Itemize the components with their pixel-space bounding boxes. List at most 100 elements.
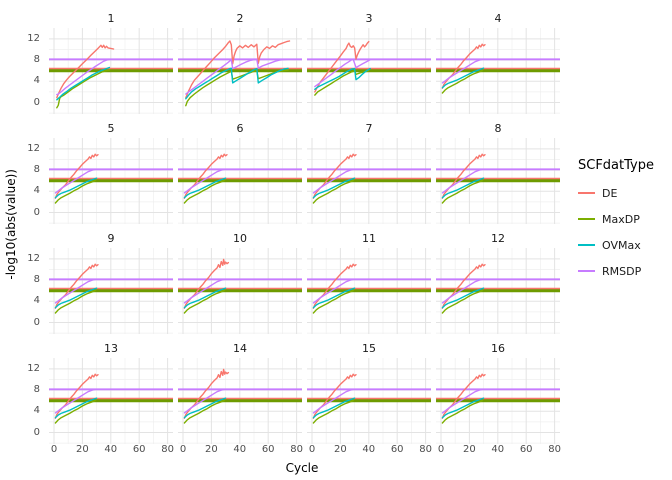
facet-cell bbox=[436, 138, 560, 224]
series-line-OVMax bbox=[312, 177, 356, 199]
x-tick-label: 80 bbox=[419, 444, 432, 455]
y-axis-ticks: 0 4 8 12 bbox=[20, 358, 44, 444]
series-line-MaxDP bbox=[312, 400, 354, 424]
series-line-RMSDP bbox=[183, 278, 225, 304]
series-line-OVMax bbox=[441, 287, 485, 309]
series-line-OVMax bbox=[185, 67, 289, 100]
spacer bbox=[20, 458, 44, 476]
facet-cell bbox=[178, 138, 302, 224]
x-axis-title: Cycle bbox=[285, 461, 319, 475]
y-axis-ticks: 0 4 8 12 bbox=[20, 248, 44, 334]
series-line-RMSDP bbox=[314, 58, 371, 88]
y-tick-label: 4 bbox=[33, 185, 40, 197]
y-tick-label: 0 bbox=[33, 316, 40, 328]
facet-title-2: 2 bbox=[236, 12, 244, 25]
facet-panel-row: 0 4 8 12 bbox=[20, 358, 560, 444]
series-line-RMSDP bbox=[183, 388, 225, 414]
facet-cell bbox=[307, 358, 431, 444]
legend-item-DE: DE bbox=[578, 185, 672, 202]
series-line-RMSDP bbox=[312, 278, 354, 304]
y-tick-label: 4 bbox=[33, 75, 40, 87]
x-tick-label: 0 bbox=[179, 444, 187, 455]
x-tick-label: 40 bbox=[233, 444, 247, 455]
x-tick-label: 0 bbox=[437, 444, 445, 455]
series-line-MaxDP bbox=[312, 180, 354, 204]
series-line-RMSDP bbox=[183, 168, 225, 194]
facet-panel-3 bbox=[307, 28, 431, 114]
series-line-RMSDP bbox=[54, 388, 96, 414]
series-line-OVMax bbox=[312, 287, 356, 309]
series-line-MaxDP bbox=[314, 70, 370, 96]
y-tick-label: 8 bbox=[33, 274, 40, 286]
series-line-MaxDP bbox=[54, 180, 96, 204]
legend-key-line-icon bbox=[578, 191, 595, 195]
y-tick-label: 4 bbox=[33, 405, 40, 417]
x-tick-label: 40 bbox=[104, 444, 118, 455]
y-tick-label: 0 bbox=[33, 206, 40, 218]
x-axis-ticks-row: 0 20 40 60 80 0 20 40 60 80 0 20 40 60 80 0 20 40 60 80 bbox=[20, 444, 561, 458]
spacer bbox=[20, 444, 44, 458]
y-tick-label: 12 bbox=[27, 252, 40, 264]
y-axis-title-container: -log10(abs(value)) bbox=[2, 4, 20, 478]
series-line-OVMax bbox=[183, 287, 227, 309]
y-axis-ticks: 0 4 8 12 bbox=[20, 138, 44, 224]
facet-title-16: 16 bbox=[491, 342, 505, 355]
facet-panel-6 bbox=[178, 138, 302, 224]
series-line-RMSDP bbox=[185, 58, 289, 95]
series-line-OVMax bbox=[54, 177, 98, 199]
series-line-OVMax bbox=[314, 67, 371, 90]
y-tick-label: 12 bbox=[27, 32, 40, 44]
series-line-OVMax bbox=[183, 397, 227, 419]
series-line-OVMax bbox=[441, 67, 485, 89]
facet-cell bbox=[49, 138, 173, 224]
facet-title-10: 10 bbox=[233, 232, 247, 245]
series-line-MaxDP bbox=[185, 69, 289, 107]
facet-cell bbox=[49, 358, 173, 444]
series-line-RMSDP bbox=[54, 168, 96, 194]
facet-title-7: 7 bbox=[365, 122, 373, 135]
facet-panel-row: 0 4 8 12 bbox=[20, 248, 560, 334]
facet-cell bbox=[307, 248, 431, 334]
facet-title-11: 11 bbox=[362, 232, 376, 245]
facet-title-8: 8 bbox=[494, 122, 502, 135]
series-line-MaxDP bbox=[56, 69, 111, 109]
series-line-OVMax bbox=[54, 287, 98, 309]
series-line-MaxDP bbox=[441, 290, 483, 314]
facet-panel-5 bbox=[49, 138, 173, 224]
legend-label: MaxDP bbox=[602, 212, 640, 226]
facet-title-13: 13 bbox=[104, 342, 118, 355]
legend-items: DE MaxDP OVMax RMSDP bbox=[578, 185, 672, 289]
series-line-MaxDP bbox=[54, 290, 96, 314]
x-tick-label: 60 bbox=[519, 444, 533, 455]
series-line-MaxDP bbox=[183, 180, 225, 204]
facet-title-row: 13 14 15 16 bbox=[20, 334, 560, 358]
facet-title-row: 1 2 3 4 bbox=[20, 4, 560, 28]
legend: SCFdatType DE MaxDP OVMax RMSDP bbox=[560, 4, 672, 478]
series-line-RMSDP bbox=[312, 168, 354, 194]
x-tick-label: 20 bbox=[463, 444, 476, 455]
facet-title-row: 9 10 11 12 bbox=[20, 224, 560, 248]
x-axis-title-row: Cycle bbox=[20, 458, 560, 476]
facet-panel-16 bbox=[436, 358, 560, 444]
series-line-RMSDP bbox=[441, 388, 483, 414]
facet-grid: 1 2 3 4 0 4 8 12 5 6 7 8 0 4 8 12 9 10 11 12 0 4 8 12 13 14 15 16 0 4… bbox=[20, 4, 561, 478]
y-tick-label: 8 bbox=[33, 54, 40, 66]
x-tick-label: 40 bbox=[491, 444, 505, 455]
facet-panel-15 bbox=[307, 358, 431, 444]
y-tick-label: 8 bbox=[33, 164, 40, 176]
legend-key-line-icon bbox=[578, 269, 595, 273]
facet-panel-14 bbox=[178, 358, 302, 444]
series-line-MaxDP bbox=[441, 70, 483, 94]
series-line-MaxDP bbox=[54, 400, 96, 424]
facet-cell bbox=[178, 28, 302, 114]
y-tick-label: 0 bbox=[33, 426, 40, 438]
facet-title-14: 14 bbox=[233, 342, 247, 355]
x-axis-ticks: 0 20 40 60 80 bbox=[178, 444, 303, 458]
x-tick-label: 80 bbox=[161, 444, 174, 455]
legend-key-line-icon bbox=[578, 243, 595, 247]
series-line-RMSDP bbox=[441, 278, 483, 304]
facet-panel-12 bbox=[436, 248, 560, 334]
x-tick-label: 60 bbox=[390, 444, 404, 455]
legend-label: RMSDP bbox=[602, 264, 642, 278]
facet-cell bbox=[307, 28, 431, 114]
